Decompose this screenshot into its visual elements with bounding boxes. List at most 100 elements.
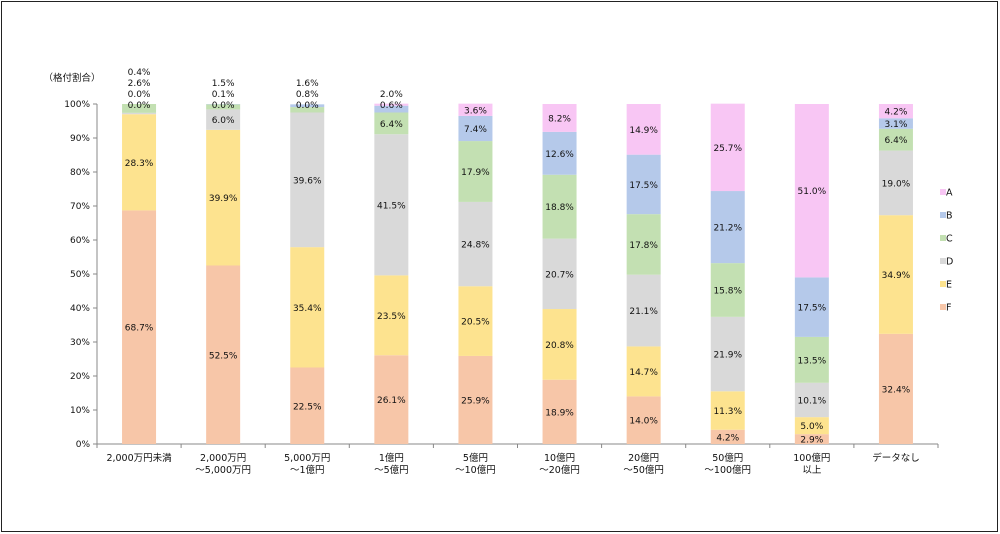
data-label-B: 12.6% <box>545 150 574 160</box>
data-label-C: 6.4% <box>885 136 908 146</box>
bar-segment-C <box>374 112 409 135</box>
bar-segment-E <box>122 114 157 211</box>
legend-label-A: A <box>946 188 953 199</box>
x-category-label: ～1億円 <box>290 464 325 476</box>
data-label-C: 17.8% <box>629 241 658 251</box>
bar-segment-D <box>206 109 241 130</box>
x-category-label: ～10億円 <box>455 464 496 476</box>
y-tick-label: 10% <box>70 406 90 416</box>
y-tick-label: 60% <box>70 236 90 246</box>
y-tick-label: 0% <box>76 440 91 450</box>
data-label-D: 6.0% <box>212 116 235 126</box>
x-category-label: 2,000万円未満 <box>106 452 172 464</box>
x-category-label: ～5,000万円 <box>195 465 251 476</box>
bar-segment-A <box>458 103 493 116</box>
bar-segment-B <box>878 118 913 129</box>
data-label-small: 0.8% <box>296 90 319 100</box>
data-label-small: 0.0% <box>296 101 319 111</box>
bar-segment-E <box>878 215 913 334</box>
x-category-label: データなし <box>872 452 920 464</box>
data-label-A: 8.2% <box>548 114 571 124</box>
bar-segment-D <box>458 201 493 287</box>
bar-segment-E <box>290 247 325 368</box>
data-label-D: 21.9% <box>713 351 742 361</box>
bar-segment-A <box>878 104 913 119</box>
bar-segment-D <box>626 274 661 347</box>
bar-segment-F <box>458 355 493 444</box>
data-label-C: 18.8% <box>545 203 574 213</box>
bar-segment-C <box>290 107 325 113</box>
x-category-label: ～5億円 <box>374 464 409 476</box>
data-label-C: 17.9% <box>461 168 490 178</box>
y-tick-label: 50% <box>70 270 90 280</box>
data-label-small: 0.0% <box>128 101 151 111</box>
legend-swatch-C <box>940 235 946 241</box>
bar-segment-D <box>374 134 409 276</box>
data-label-D: 39.6% <box>293 176 322 186</box>
data-label-small: 0.6% <box>380 101 403 111</box>
y-tick-label: 80% <box>70 168 90 178</box>
data-label-E: 14.7% <box>629 368 658 378</box>
bar-segment-E <box>206 129 241 266</box>
data-label-small: 2.6% <box>128 79 151 89</box>
data-label-small: 1.5% <box>212 79 235 89</box>
data-label-A: 4.2% <box>885 108 908 118</box>
data-label-E: 11.3% <box>713 407 742 417</box>
data-label-B: 17.5% <box>629 181 658 191</box>
data-label-E: 20.8% <box>545 341 574 351</box>
data-label-F: 14.0% <box>629 417 658 427</box>
data-label-F: 2.9% <box>800 436 823 446</box>
data-label-F: 68.7% <box>125 324 154 334</box>
bar-segment-D <box>878 150 913 216</box>
bar-segment-E <box>542 309 577 380</box>
data-label-small: 0.0% <box>212 101 235 111</box>
data-label-B: 7.4% <box>464 125 487 135</box>
data-label-E: 39.9% <box>209 194 238 204</box>
data-label-E: 5.0% <box>800 422 823 432</box>
bar-segment-F <box>374 355 409 444</box>
legend-swatch-D <box>940 258 946 264</box>
bar-segment-C <box>542 174 577 239</box>
data-label-E: 23.5% <box>377 312 406 322</box>
x-category-label: 2,000万円 <box>200 453 246 464</box>
data-label-F: 52.5% <box>209 351 238 361</box>
data-label-D: 20.7% <box>545 270 574 280</box>
bar-segment-E <box>626 346 661 397</box>
bar-segment-B <box>794 277 829 337</box>
bar-segment-D <box>542 238 577 310</box>
data-label-D: 24.8% <box>461 241 490 251</box>
legend-swatch-A <box>940 189 946 195</box>
bar-segment-F <box>878 333 913 444</box>
data-label-D: 19.0% <box>882 179 911 189</box>
bar-segment-C <box>626 214 661 275</box>
bar-segment-E <box>710 391 745 430</box>
data-label-F: 26.1% <box>377 396 406 406</box>
data-label-D: 10.1% <box>798 396 827 406</box>
bar-segment-D <box>122 112 157 115</box>
data-label-E: 34.9% <box>882 271 911 281</box>
data-label-E: 35.4% <box>293 304 322 314</box>
data-label-small: 1.6% <box>296 79 319 89</box>
bar-segment-C <box>710 263 745 317</box>
x-category-label: ～20億円 <box>539 464 580 476</box>
bar-segment-A <box>794 104 829 278</box>
x-category-label: 以上 <box>802 465 822 476</box>
bar-segment-E <box>794 417 829 435</box>
data-label-A: 14.9% <box>629 126 658 136</box>
data-label-E: 28.3% <box>125 159 154 169</box>
data-label-D: 21.1% <box>629 307 658 317</box>
y-tick-label: 90% <box>70 134 90 144</box>
legend-label-E: E <box>946 280 952 291</box>
y-tick-label: 70% <box>70 202 90 212</box>
bar-segment-E <box>458 286 493 356</box>
legend-label-D: D <box>946 257 953 268</box>
y-axis-title: （格付割合） <box>43 72 100 84</box>
y-tick-label: 30% <box>70 338 90 348</box>
bar-segment-F <box>542 379 577 444</box>
bar-segment-C <box>122 104 157 113</box>
data-label-C: 6.4% <box>380 120 403 130</box>
x-category-label: 10億円 <box>544 452 575 464</box>
bar-segment-D <box>710 316 745 392</box>
x-category-label: 1億円 <box>379 452 404 464</box>
